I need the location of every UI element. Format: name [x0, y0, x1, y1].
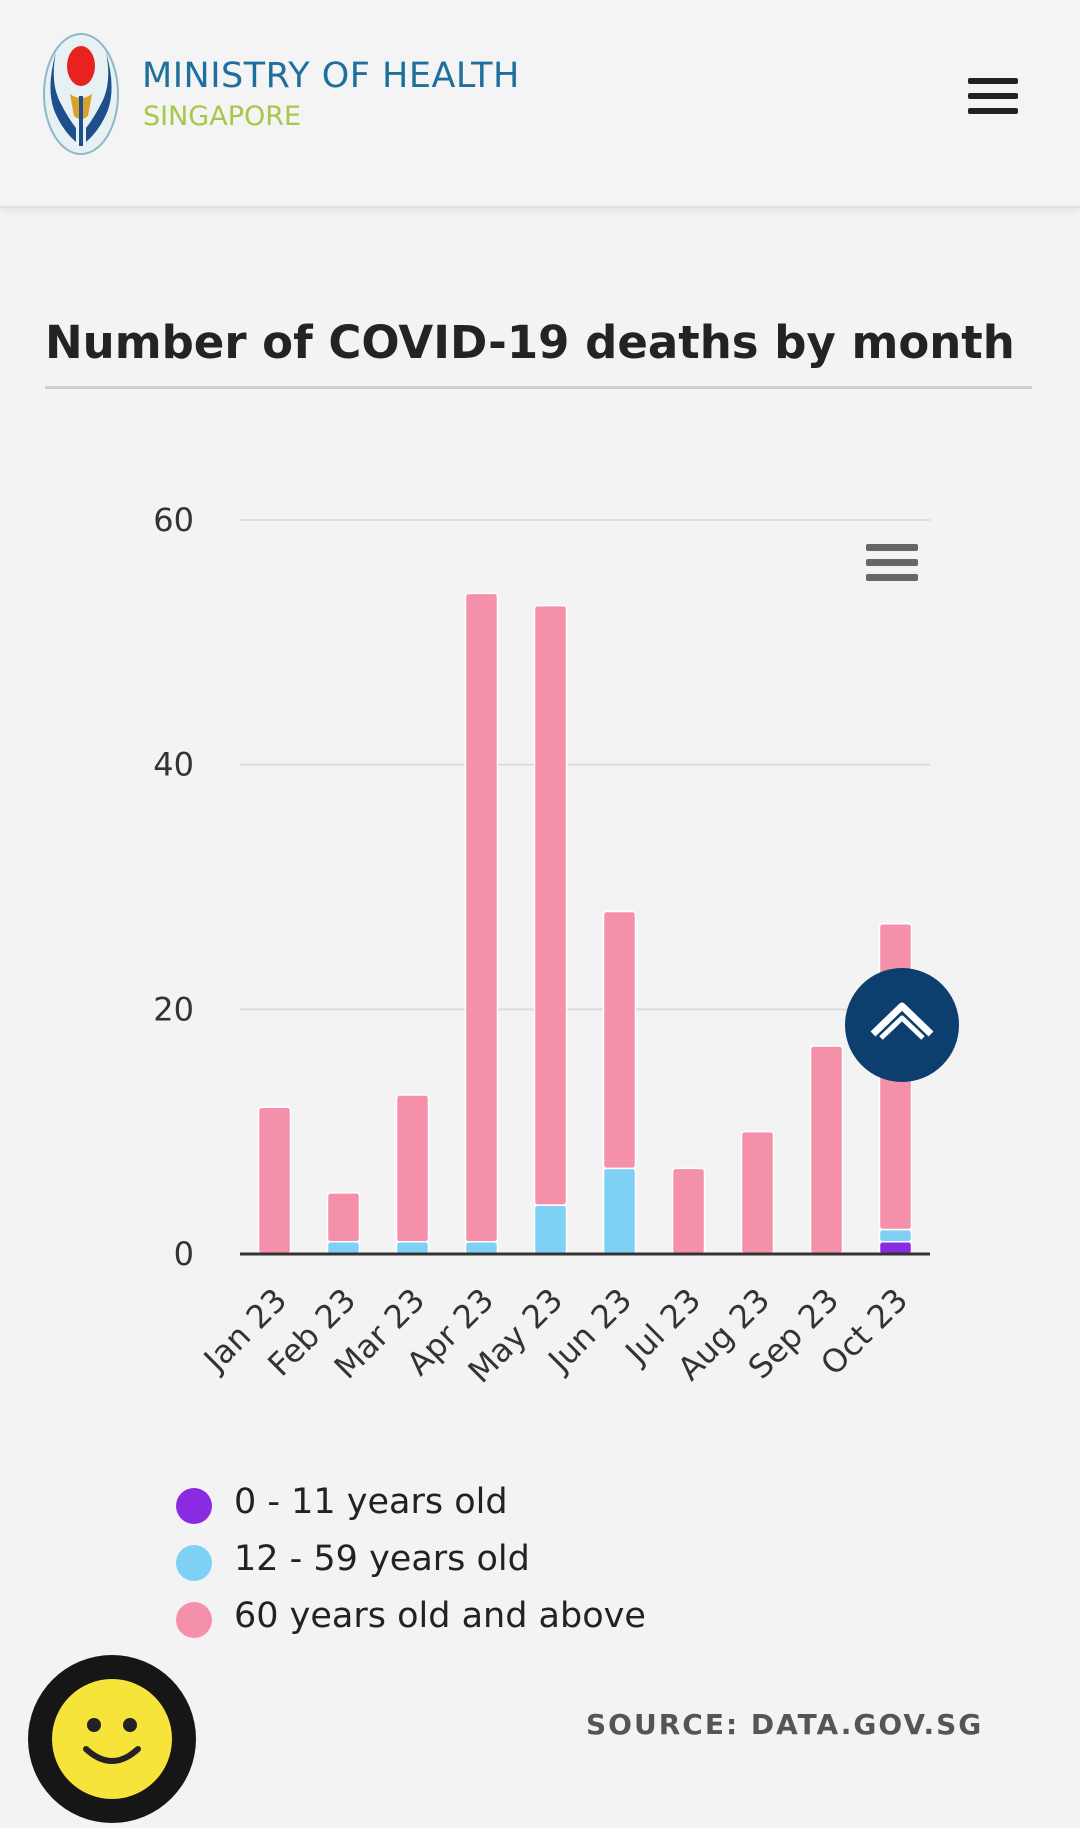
y-tick-label: 40 — [153, 746, 194, 784]
chart-legend: 0 - 11 years old 12 - 59 years old 60 ye… — [176, 1480, 736, 1651]
data-source-label: SOURCE: DATA.GOV.SG — [586, 1708, 984, 1741]
bar-segment[interactable] — [533, 604, 568, 1206]
legend-label: 60 years old and above — [234, 1596, 646, 1636]
legend-label: 0 - 11 years old — [234, 1482, 508, 1522]
bar-segment[interactable] — [602, 1167, 637, 1255]
bar-segment[interactable] — [602, 910, 637, 1170]
bar-segment[interactable] — [878, 1241, 913, 1255]
y-tick-label: 60 — [153, 501, 194, 539]
bar-segment[interactable] — [671, 1167, 706, 1255]
bar-segment[interactable] — [740, 1130, 775, 1255]
bar-segment[interactable] — [464, 1241, 499, 1255]
bar-segment[interactable] — [395, 1241, 430, 1255]
legend-label: 12 - 59 years old — [234, 1539, 530, 1579]
chart-title: Number of COVID-19 deaths by month — [45, 316, 1015, 369]
chart-export-menu-icon[interactable] — [866, 544, 918, 588]
hamburger-menu-icon[interactable] — [960, 72, 1020, 122]
legend-dot — [176, 1545, 212, 1581]
bar-segment[interactable] — [878, 1228, 913, 1243]
legend-dot — [176, 1602, 212, 1638]
bar-segment[interactable] — [533, 1204, 568, 1255]
bar-segment[interactable] — [464, 592, 499, 1243]
scroll-to-top-button[interactable] — [845, 968, 959, 1082]
legend-item-12-59[interactable]: 12 - 59 years old — [176, 1537, 736, 1594]
brand-name: MINISTRY OF HEALTH — [142, 56, 520, 96]
bar-segment[interactable] — [326, 1192, 361, 1243]
legend-item-60-plus[interactable]: 60 years old and above — [176, 1594, 736, 1651]
y-tick-label: 20 — [153, 990, 194, 1028]
legend-dot — [176, 1488, 212, 1524]
chevron-up-icon — [870, 1002, 934, 1040]
bar-segment[interactable] — [809, 1045, 844, 1255]
feedback-smiley-button[interactable] — [28, 1655, 196, 1823]
brand-country: SINGAPORE — [143, 101, 302, 132]
moh-logo-icon[interactable] — [42, 32, 120, 156]
bar-segment[interactable] — [395, 1094, 430, 1243]
bar-segment[interactable] — [326, 1241, 361, 1255]
title-divider — [45, 386, 1032, 389]
site-header: MINISTRY OF HEALTH SINGAPORE — [0, 0, 1080, 208]
legend-item-0-11[interactable]: 0 - 11 years old — [176, 1480, 736, 1537]
y-tick-label: 0 — [174, 1235, 194, 1273]
smiley-face-icon — [52, 1679, 172, 1799]
bar-segment[interactable] — [257, 1106, 292, 1255]
